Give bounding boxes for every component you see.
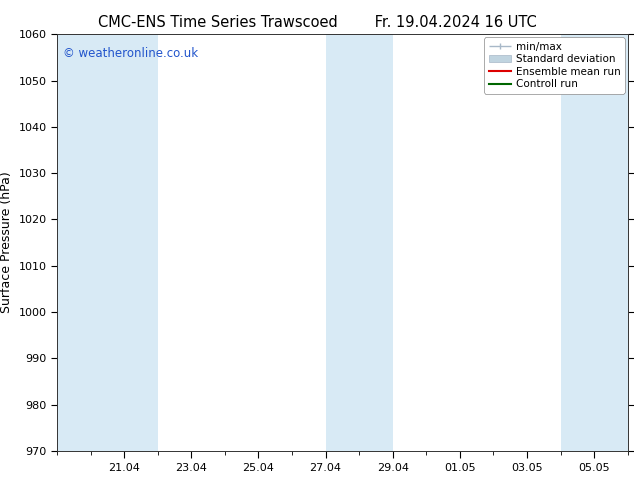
- Text: © weatheronline.co.uk: © weatheronline.co.uk: [63, 47, 198, 60]
- Legend: min/max, Standard deviation, Ensemble mean run, Controll run: min/max, Standard deviation, Ensemble me…: [484, 37, 624, 94]
- Y-axis label: Surface Pressure (hPa): Surface Pressure (hPa): [0, 172, 13, 314]
- Bar: [560, 34, 628, 451]
- Bar: [57, 34, 124, 451]
- Bar: [326, 34, 392, 451]
- Text: CMC-ENS Time Series Trawscoed        Fr. 19.04.2024 16 UTC: CMC-ENS Time Series Trawscoed Fr. 19.04.…: [98, 15, 536, 30]
- Bar: [124, 34, 158, 451]
